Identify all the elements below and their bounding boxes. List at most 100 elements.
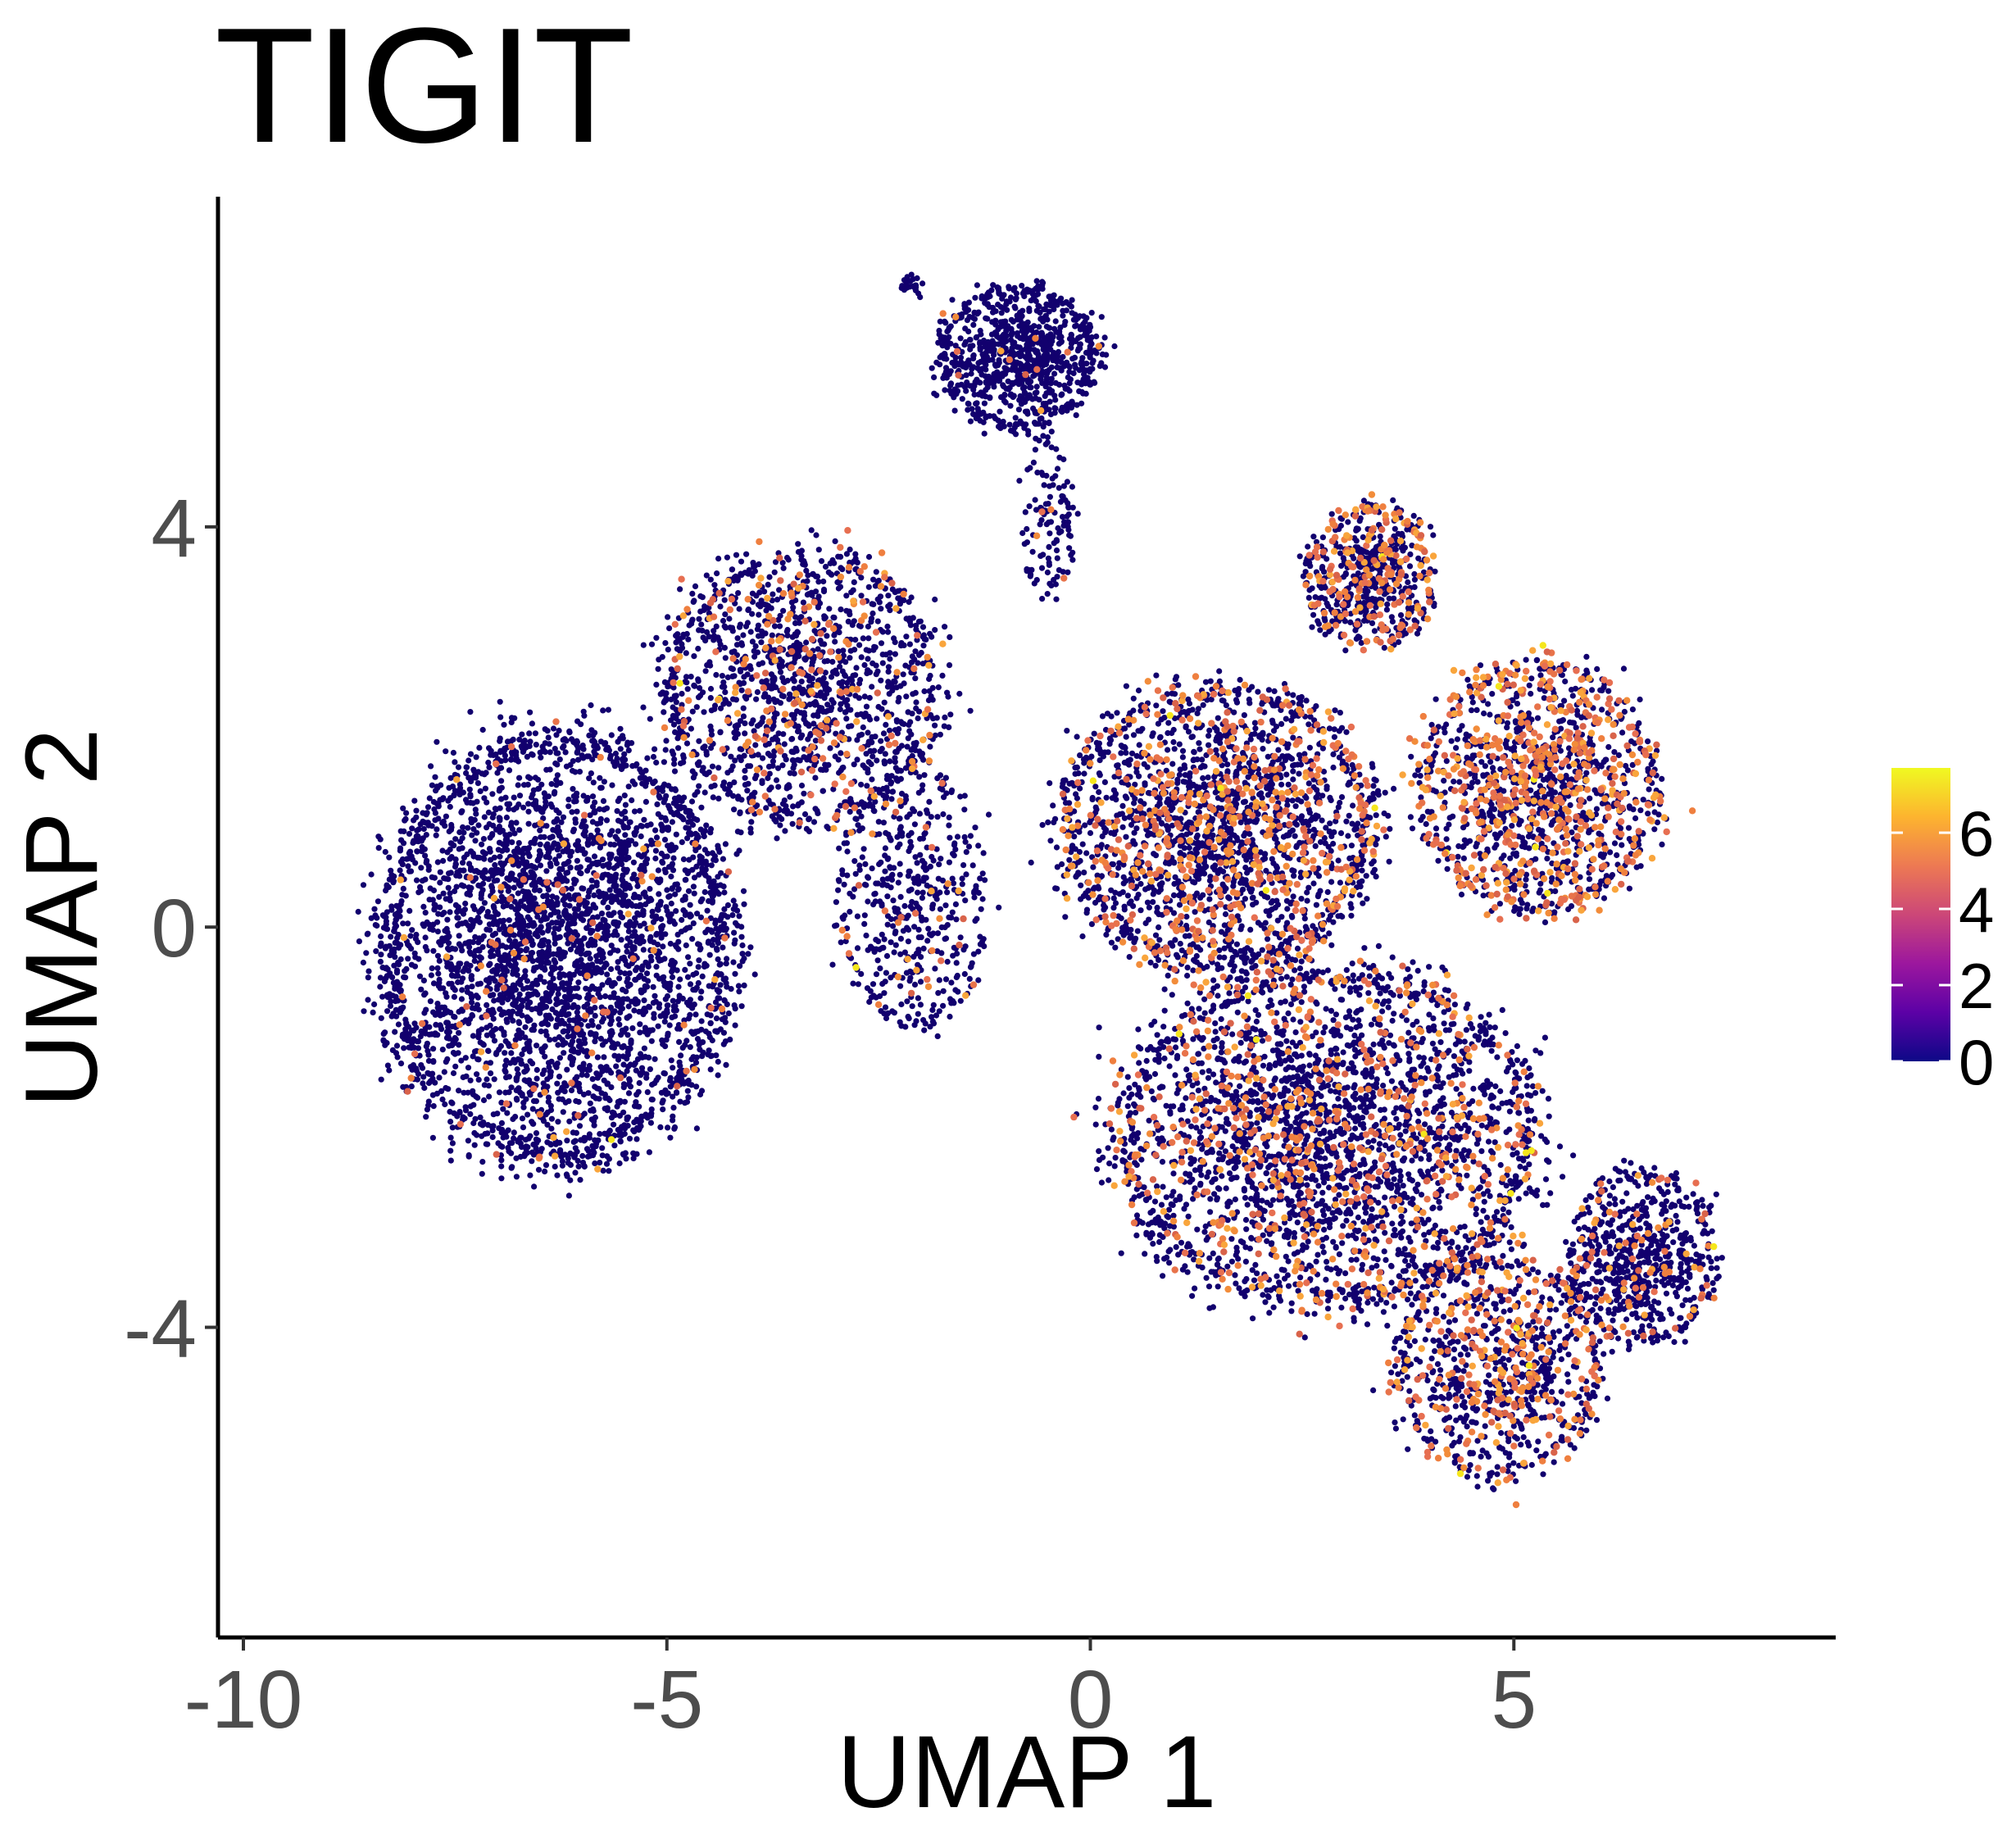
data-point	[525, 808, 532, 815]
data-point	[832, 538, 838, 545]
data-point	[661, 1019, 668, 1025]
data-point	[854, 756, 860, 763]
data-point	[491, 878, 497, 884]
data-point	[868, 615, 875, 622]
data-point	[402, 1016, 409, 1023]
data-point	[634, 883, 641, 889]
data-point	[624, 1068, 630, 1074]
data-point	[697, 857, 703, 864]
data-point	[574, 808, 580, 815]
data-point	[665, 802, 672, 809]
data-point	[492, 806, 499, 812]
data-point	[471, 1129, 478, 1137]
data-point	[647, 838, 655, 844]
data-point	[666, 1022, 673, 1029]
data-point	[418, 1062, 425, 1069]
data-point	[668, 900, 674, 907]
data-point	[452, 759, 458, 765]
data-point	[547, 970, 554, 977]
data-point	[967, 707, 974, 714]
data-point	[847, 546, 853, 553]
data-point	[387, 1002, 394, 1010]
data-point	[658, 934, 665, 941]
data-point	[600, 707, 606, 714]
data-point	[763, 805, 770, 811]
data-point	[408, 1083, 415, 1090]
data-point	[887, 607, 893, 614]
data-point	[556, 865, 563, 872]
data-point	[830, 670, 837, 676]
data-point	[375, 898, 381, 905]
data-point	[497, 829, 503, 835]
data-point	[524, 946, 530, 952]
data-point	[624, 942, 630, 950]
data-point	[632, 1060, 638, 1066]
data-point	[679, 797, 685, 805]
data-point	[592, 1005, 598, 1011]
data-point	[574, 838, 582, 844]
data-point	[622, 815, 629, 822]
data-point	[845, 723, 852, 730]
data-point	[498, 893, 505, 900]
data-point	[760, 755, 766, 761]
data-point	[541, 790, 547, 797]
data-point	[498, 918, 505, 924]
data-point	[534, 857, 541, 864]
data-point	[638, 972, 644, 979]
data-point	[611, 932, 617, 938]
data-point	[929, 634, 935, 640]
data-point	[590, 1116, 597, 1123]
data-point	[570, 1046, 577, 1052]
data-point	[434, 952, 442, 959]
data-point	[469, 832, 475, 838]
data-point	[524, 1001, 531, 1008]
data-point	[533, 797, 539, 804]
data-point	[556, 1074, 563, 1080]
data-point	[657, 1124, 664, 1130]
data-point	[443, 925, 450, 932]
data-point	[688, 725, 695, 732]
data-point	[489, 791, 496, 797]
data-point	[627, 1045, 633, 1051]
data-point	[722, 785, 729, 793]
data-point	[467, 991, 474, 997]
data-point	[484, 1032, 491, 1038]
data-point	[559, 1037, 565, 1043]
data-point	[451, 965, 457, 973]
data-point	[862, 765, 869, 771]
data-point	[537, 862, 544, 869]
data-point	[870, 601, 877, 608]
data-point	[537, 841, 543, 847]
data-point	[422, 990, 429, 997]
data-point	[501, 1032, 507, 1038]
data-point	[664, 992, 671, 1000]
data-point	[597, 1072, 603, 1079]
data-point	[585, 893, 592, 900]
data-point	[418, 865, 425, 871]
data-point	[620, 1109, 627, 1115]
data-point	[523, 1143, 529, 1150]
data-point	[622, 1150, 629, 1156]
data-point	[556, 1139, 563, 1146]
data-point	[906, 728, 913, 734]
data-point	[728, 767, 734, 774]
data-point	[698, 804, 705, 811]
data-point	[481, 814, 488, 820]
data-point	[631, 1007, 638, 1014]
data-point	[906, 615, 913, 622]
data-point	[544, 1109, 551, 1115]
data-point	[652, 847, 660, 854]
data-point	[542, 966, 548, 973]
data-point	[515, 979, 521, 986]
data-point	[732, 970, 738, 977]
data-point	[712, 999, 720, 1006]
data-point	[446, 1042, 452, 1049]
data-point	[626, 819, 633, 826]
data-point	[497, 956, 503, 963]
data-point	[702, 888, 708, 896]
data-point	[860, 635, 866, 642]
data-point	[407, 868, 415, 874]
data-point	[386, 854, 393, 861]
data-point	[630, 1127, 637, 1133]
data-point	[601, 779, 608, 785]
